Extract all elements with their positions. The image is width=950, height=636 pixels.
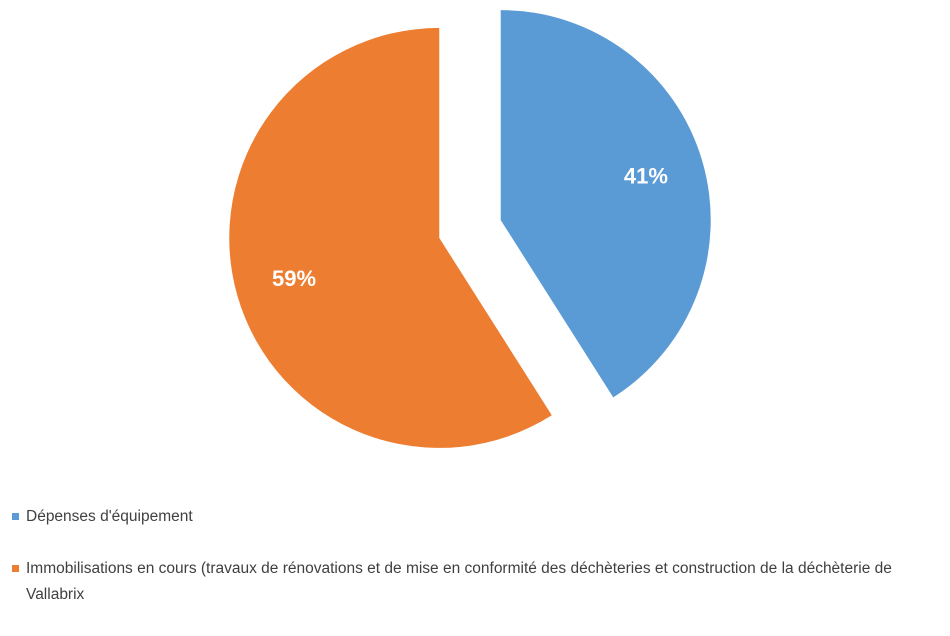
data-label: 59% xyxy=(272,266,316,291)
legend-item: Dépenses d'équipement xyxy=(12,504,942,530)
legend-item: Immobilisations en cours (travaux de rén… xyxy=(12,556,942,608)
legend-swatch xyxy=(12,513,19,520)
legend-swatch xyxy=(12,565,19,572)
chart: 41% 59% xyxy=(229,10,711,448)
data-label: 41% xyxy=(624,164,668,189)
legend-label: Immobilisations en cours (travaux de rén… xyxy=(26,560,892,603)
legend-label: Dépenses d'équipement xyxy=(26,508,193,525)
pie-slice xyxy=(229,27,552,448)
pie-slice xyxy=(500,10,711,398)
